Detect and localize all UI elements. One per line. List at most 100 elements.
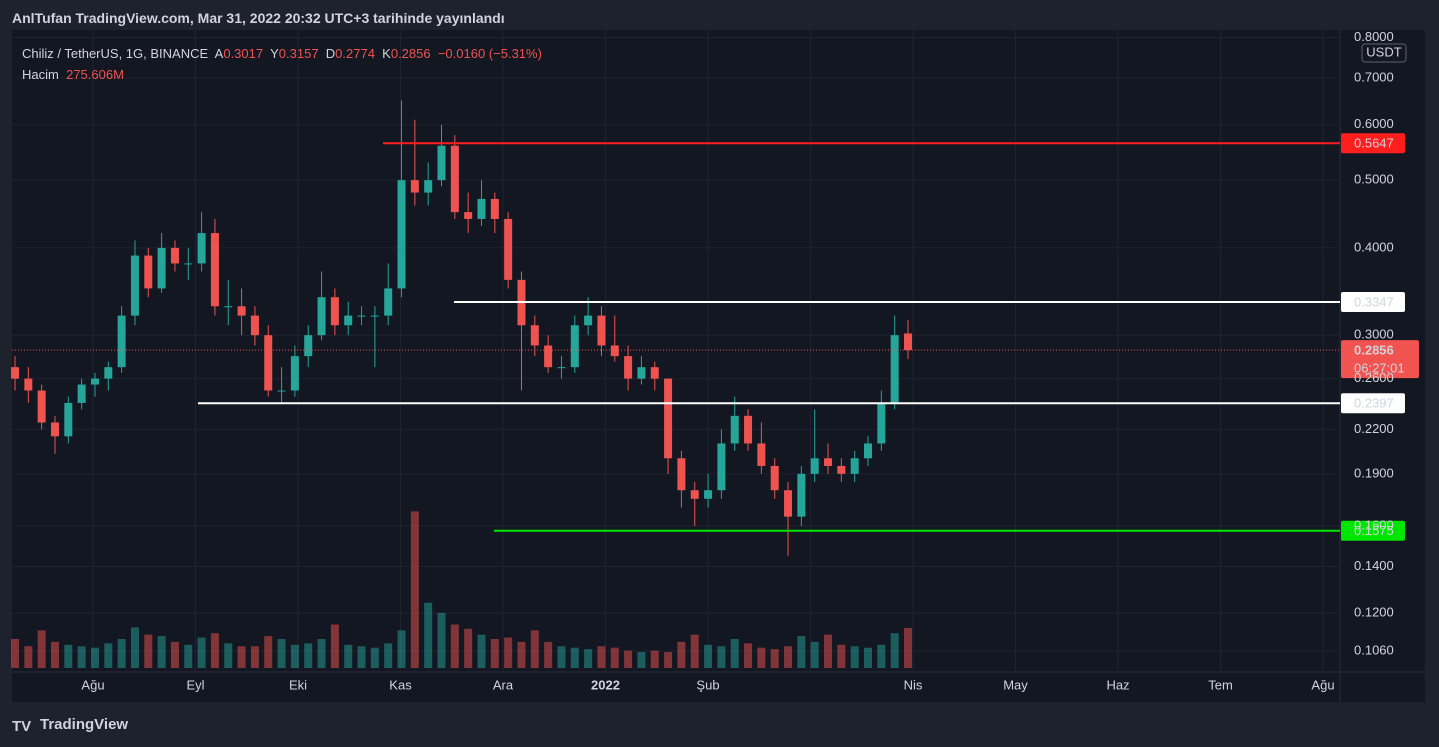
candle-body xyxy=(450,145,459,213)
volume-bar xyxy=(650,650,659,668)
volume-bar xyxy=(530,630,539,668)
close: 0.2856 xyxy=(390,46,431,61)
volume-bar xyxy=(277,639,286,668)
x-tick-label: Eki xyxy=(289,677,307,692)
candle-body xyxy=(584,315,593,326)
candle-body xyxy=(530,325,539,346)
candle-body xyxy=(250,315,259,336)
volume-bar xyxy=(344,644,353,668)
last-price-label: 0.2856 xyxy=(1354,343,1394,358)
volume-bar xyxy=(250,646,259,668)
candle-body xyxy=(157,247,166,289)
volume-bar xyxy=(397,630,406,668)
chart-panel xyxy=(12,30,1425,702)
low-label: D xyxy=(325,46,336,61)
volume-bar xyxy=(504,637,513,668)
candle-body xyxy=(104,367,113,379)
x-tick-label: Ara xyxy=(493,677,514,692)
candle-body xyxy=(437,145,446,181)
volume-bar xyxy=(877,644,886,668)
level-label-box xyxy=(1341,133,1405,154)
legend-ohlc: Chiliz / TetherUS, 1G, BINANCE A0.3017 Y… xyxy=(22,46,542,61)
volume-bar xyxy=(50,641,59,668)
candle-body xyxy=(370,315,379,317)
volume-bar xyxy=(384,643,393,668)
level-label-box xyxy=(1341,291,1405,312)
y-tick-label: 0.1900 xyxy=(1354,465,1394,480)
brand[interactable]: TradingView xyxy=(40,716,129,733)
candle-body xyxy=(64,402,73,437)
volume-bar xyxy=(184,644,193,668)
x-tick-label: Kas xyxy=(389,677,412,692)
high-label: Y xyxy=(270,46,279,61)
volume-bar xyxy=(117,639,126,668)
volume-bar xyxy=(797,636,806,668)
candle-body xyxy=(50,422,59,437)
volume-bar xyxy=(144,634,153,668)
x-tick-label: Nis xyxy=(904,677,923,692)
volume-bar xyxy=(597,646,606,668)
low: 0.2774 xyxy=(335,46,375,61)
candle-body xyxy=(690,490,699,499)
volume-bar xyxy=(637,652,646,668)
volume-bar xyxy=(810,641,819,668)
candle-body xyxy=(810,458,819,474)
candle-body xyxy=(197,233,206,264)
candle-body xyxy=(317,297,326,336)
y-tick-label: 0.3000 xyxy=(1354,327,1394,342)
volume-bar xyxy=(264,636,273,668)
volume-bar xyxy=(90,647,99,668)
candle-body xyxy=(24,378,33,391)
candle-body xyxy=(210,233,219,307)
y-tick-label: 0.1600 xyxy=(1354,517,1394,532)
candle-body xyxy=(384,288,393,316)
x-tick-label: Eyl xyxy=(186,677,204,692)
candle-body xyxy=(544,345,553,368)
candle-body xyxy=(890,335,899,403)
candle-body xyxy=(37,390,46,423)
candle-body xyxy=(264,335,273,391)
y-tick-label: 0.7000 xyxy=(1354,69,1394,84)
countdown: 06:27:01 xyxy=(1354,361,1405,376)
volume-bar xyxy=(437,612,446,668)
level-label: 0.1575 xyxy=(1354,523,1394,538)
candle-body xyxy=(490,198,499,219)
volume-bar xyxy=(784,646,793,668)
candle-body xyxy=(464,212,473,219)
volume-bar xyxy=(237,646,246,668)
candle-body xyxy=(717,443,726,491)
legend-volume: Hacim 275.606M xyxy=(22,67,124,82)
change: −0.0160 (−5.31%) xyxy=(437,46,542,61)
x-tick-label: Ağu xyxy=(1311,677,1334,692)
volume-bar xyxy=(677,641,686,668)
y-tick-label: 0.6000 xyxy=(1354,116,1394,131)
candle-body xyxy=(344,315,353,326)
volume-layer xyxy=(11,511,912,668)
volume-bar xyxy=(864,647,873,668)
candle-body xyxy=(624,356,633,379)
candle-body xyxy=(637,367,646,379)
volume-bar xyxy=(904,628,912,668)
candle-body xyxy=(864,443,873,459)
volume-bar xyxy=(557,646,566,668)
y-tick-label: 0.5000 xyxy=(1354,172,1394,187)
publication: AnlTufan TradingView.com, Mar 31, 2022 2… xyxy=(12,10,505,26)
volume-bar xyxy=(130,627,139,668)
candle-body xyxy=(570,325,579,368)
symbol: Chiliz / TetherUS, 1G, BINANCE xyxy=(22,46,209,61)
high: 0.3157 xyxy=(278,46,319,61)
candle-body xyxy=(237,306,246,316)
volume-bar xyxy=(477,634,486,668)
open: 0.3017 xyxy=(223,46,264,61)
volume-bar xyxy=(850,646,859,668)
candle-body xyxy=(357,315,366,317)
open-label: A xyxy=(214,46,224,61)
volume-bar xyxy=(704,644,713,668)
volume-bar xyxy=(490,639,499,668)
candle-body xyxy=(904,333,912,351)
volume-bar xyxy=(610,647,619,668)
grid xyxy=(12,30,1340,672)
volume-bar xyxy=(757,647,766,668)
candle-body xyxy=(744,415,753,444)
candle-body xyxy=(850,458,859,474)
